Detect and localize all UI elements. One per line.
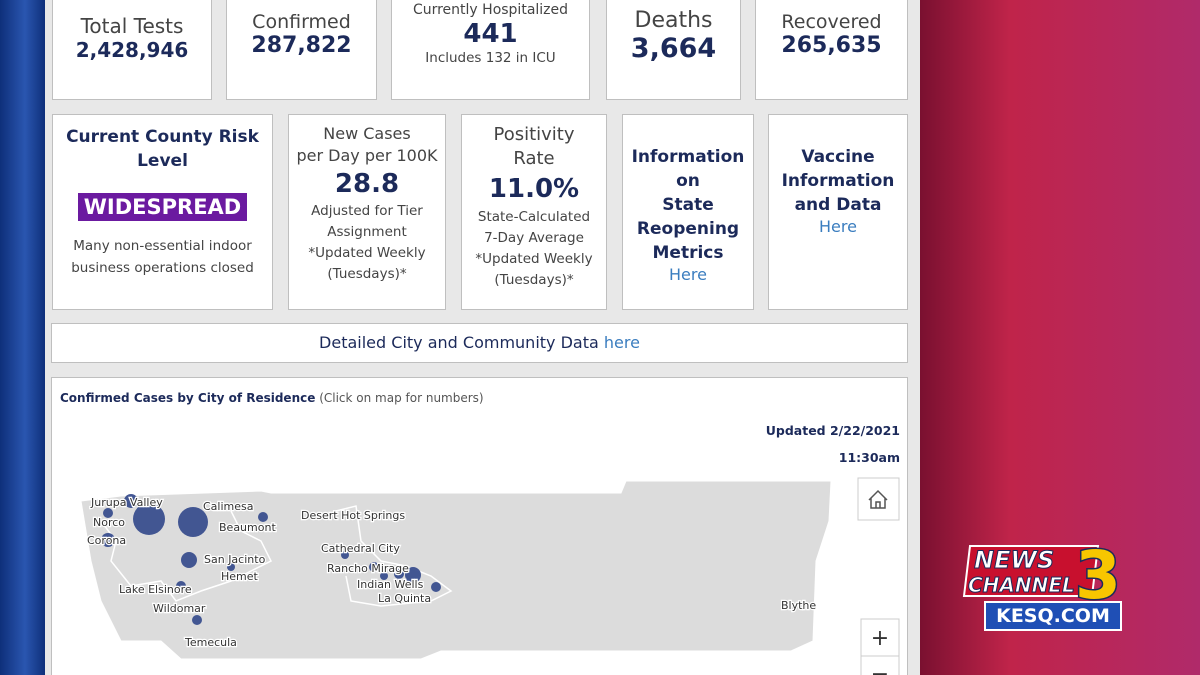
card-title: Reopening [636, 219, 740, 239]
card-text: 7-Day Average [484, 230, 584, 246]
stat-value: 3,664 [630, 33, 717, 64]
city-label: San Jacinto [204, 553, 266, 566]
home-icon [868, 489, 888, 509]
detail-text: Detailed City and Community Data [319, 333, 599, 352]
card-title: New Cases [323, 124, 411, 143]
city-label: Rancho Mirage [327, 562, 409, 575]
city-label: Cathedral City [321, 542, 400, 555]
card-title: Positivity [493, 124, 575, 145]
risk-card: Current County Risk Level WIDESPREAD Many… [52, 114, 273, 310]
stat-label: Deaths [634, 8, 713, 33]
card-text: *Updated Weekly [475, 251, 593, 267]
city-label: Temecula [184, 636, 237, 649]
stat-value: 441 [463, 19, 518, 49]
map-updated: Updated 2/22/2021 [765, 423, 900, 438]
city-label: La Quinta [378, 592, 431, 605]
detail-link[interactable]: here [603, 333, 640, 352]
risk-badge: WIDESPREAD [77, 193, 248, 221]
card-text: (Tuesdays)* [327, 266, 407, 282]
map-card: Confirmed Cases by City of Residence (Cl… [51, 377, 908, 675]
card-text: Many non-essential indoor [73, 238, 252, 254]
card-text: (Tuesdays)* [494, 272, 574, 288]
stat-card: Deaths 3,664 [606, 0, 741, 100]
stat-label: Total Tests [80, 14, 184, 38]
stat-value: 265,635 [781, 33, 882, 58]
city-label: Desert Hot Springs [301, 509, 405, 522]
home-button[interactable] [857, 477, 900, 521]
card-title: Information [781, 171, 895, 191]
map-time: 11:30am [838, 450, 900, 465]
card-text: *Updated Weekly [308, 245, 426, 261]
card-title: Vaccine [801, 147, 875, 167]
map-subtitle: (Click on map for numbers) [319, 391, 484, 405]
stat-value: 2,428,946 [75, 38, 189, 62]
card-title: State [662, 195, 714, 215]
card-title: and Data [794, 195, 882, 215]
stat-card: Recovered 265,635 [755, 0, 908, 100]
stat-card: Total Tests 2,428,946 [52, 0, 212, 100]
positivity-card: Positivity Rate 11.0% State-Calculated 7-… [461, 114, 607, 310]
city-label: Beaumont [219, 521, 276, 534]
card-title: Current County Risk [66, 127, 259, 147]
city-label: Indian Wells [357, 578, 424, 591]
city-label: Lake Elsinore [119, 583, 192, 596]
card-title: per Day per 100K [296, 146, 438, 165]
stat-card: Confirmed 287,822 [226, 0, 377, 100]
stat-label: Recovered [781, 11, 882, 33]
stat-card: Currently Hospitalized 441 Includes 132 … [391, 0, 590, 100]
vaccine-card: Vaccine Information and Data Here [768, 114, 908, 310]
city-label: Corona [87, 534, 126, 547]
card-text: business operations closed [71, 260, 254, 276]
stat-note: Includes 132 in ICU [425, 50, 556, 66]
city-label: Wildomar [153, 602, 206, 615]
city-label: Calimesa [203, 500, 254, 513]
city-label: Hemet [221, 570, 259, 583]
detail-bar: Detailed City and Community Data here [51, 323, 908, 363]
stat-label: Confirmed [252, 11, 351, 33]
card-link[interactable]: Here [669, 265, 707, 284]
card-text: State-Calculated [477, 209, 591, 225]
stat-label: Currently Hospitalized [412, 2, 569, 18]
zoom-in[interactable]: + [871, 626, 889, 651]
logo-site: KESQ.COM [996, 605, 1110, 627]
card-title: Metrics [652, 243, 724, 263]
logo-channel: CHANNEL [968, 573, 1075, 597]
map[interactable]: Jurupa Valley Norco Corona Calimesa Beau… [52, 378, 908, 675]
card-value: 11.0% [488, 174, 580, 204]
logo-news: NEWS [974, 546, 1054, 574]
cases-card: New Cases per Day per 100K 28.8 Adjusted … [288, 114, 446, 310]
city-label: Jurupa Valley [90, 496, 163, 509]
city-label: Blythe [781, 599, 816, 612]
card-text: Assignment [327, 224, 407, 240]
zoom-box [860, 618, 900, 675]
card-link[interactable]: Here [819, 217, 857, 236]
card-title: Information [631, 147, 745, 167]
reopening-card: Information on State Reopening Metrics Here [622, 114, 754, 310]
zoom-out[interactable]: − [871, 662, 889, 675]
station-logo: NEWS CHANNEL 3 KESQ.COM [962, 538, 1122, 631]
card-text: Adjusted for Tier [311, 203, 423, 219]
stat-value: 287,822 [251, 33, 352, 58]
card-title: Rate [513, 148, 555, 169]
card-title: Level [137, 151, 188, 171]
map-title: Confirmed Cases by City of Residence [60, 391, 316, 405]
card-value: 28.8 [334, 169, 400, 199]
city-label: Norco [93, 516, 125, 529]
card-title: on [676, 171, 700, 191]
